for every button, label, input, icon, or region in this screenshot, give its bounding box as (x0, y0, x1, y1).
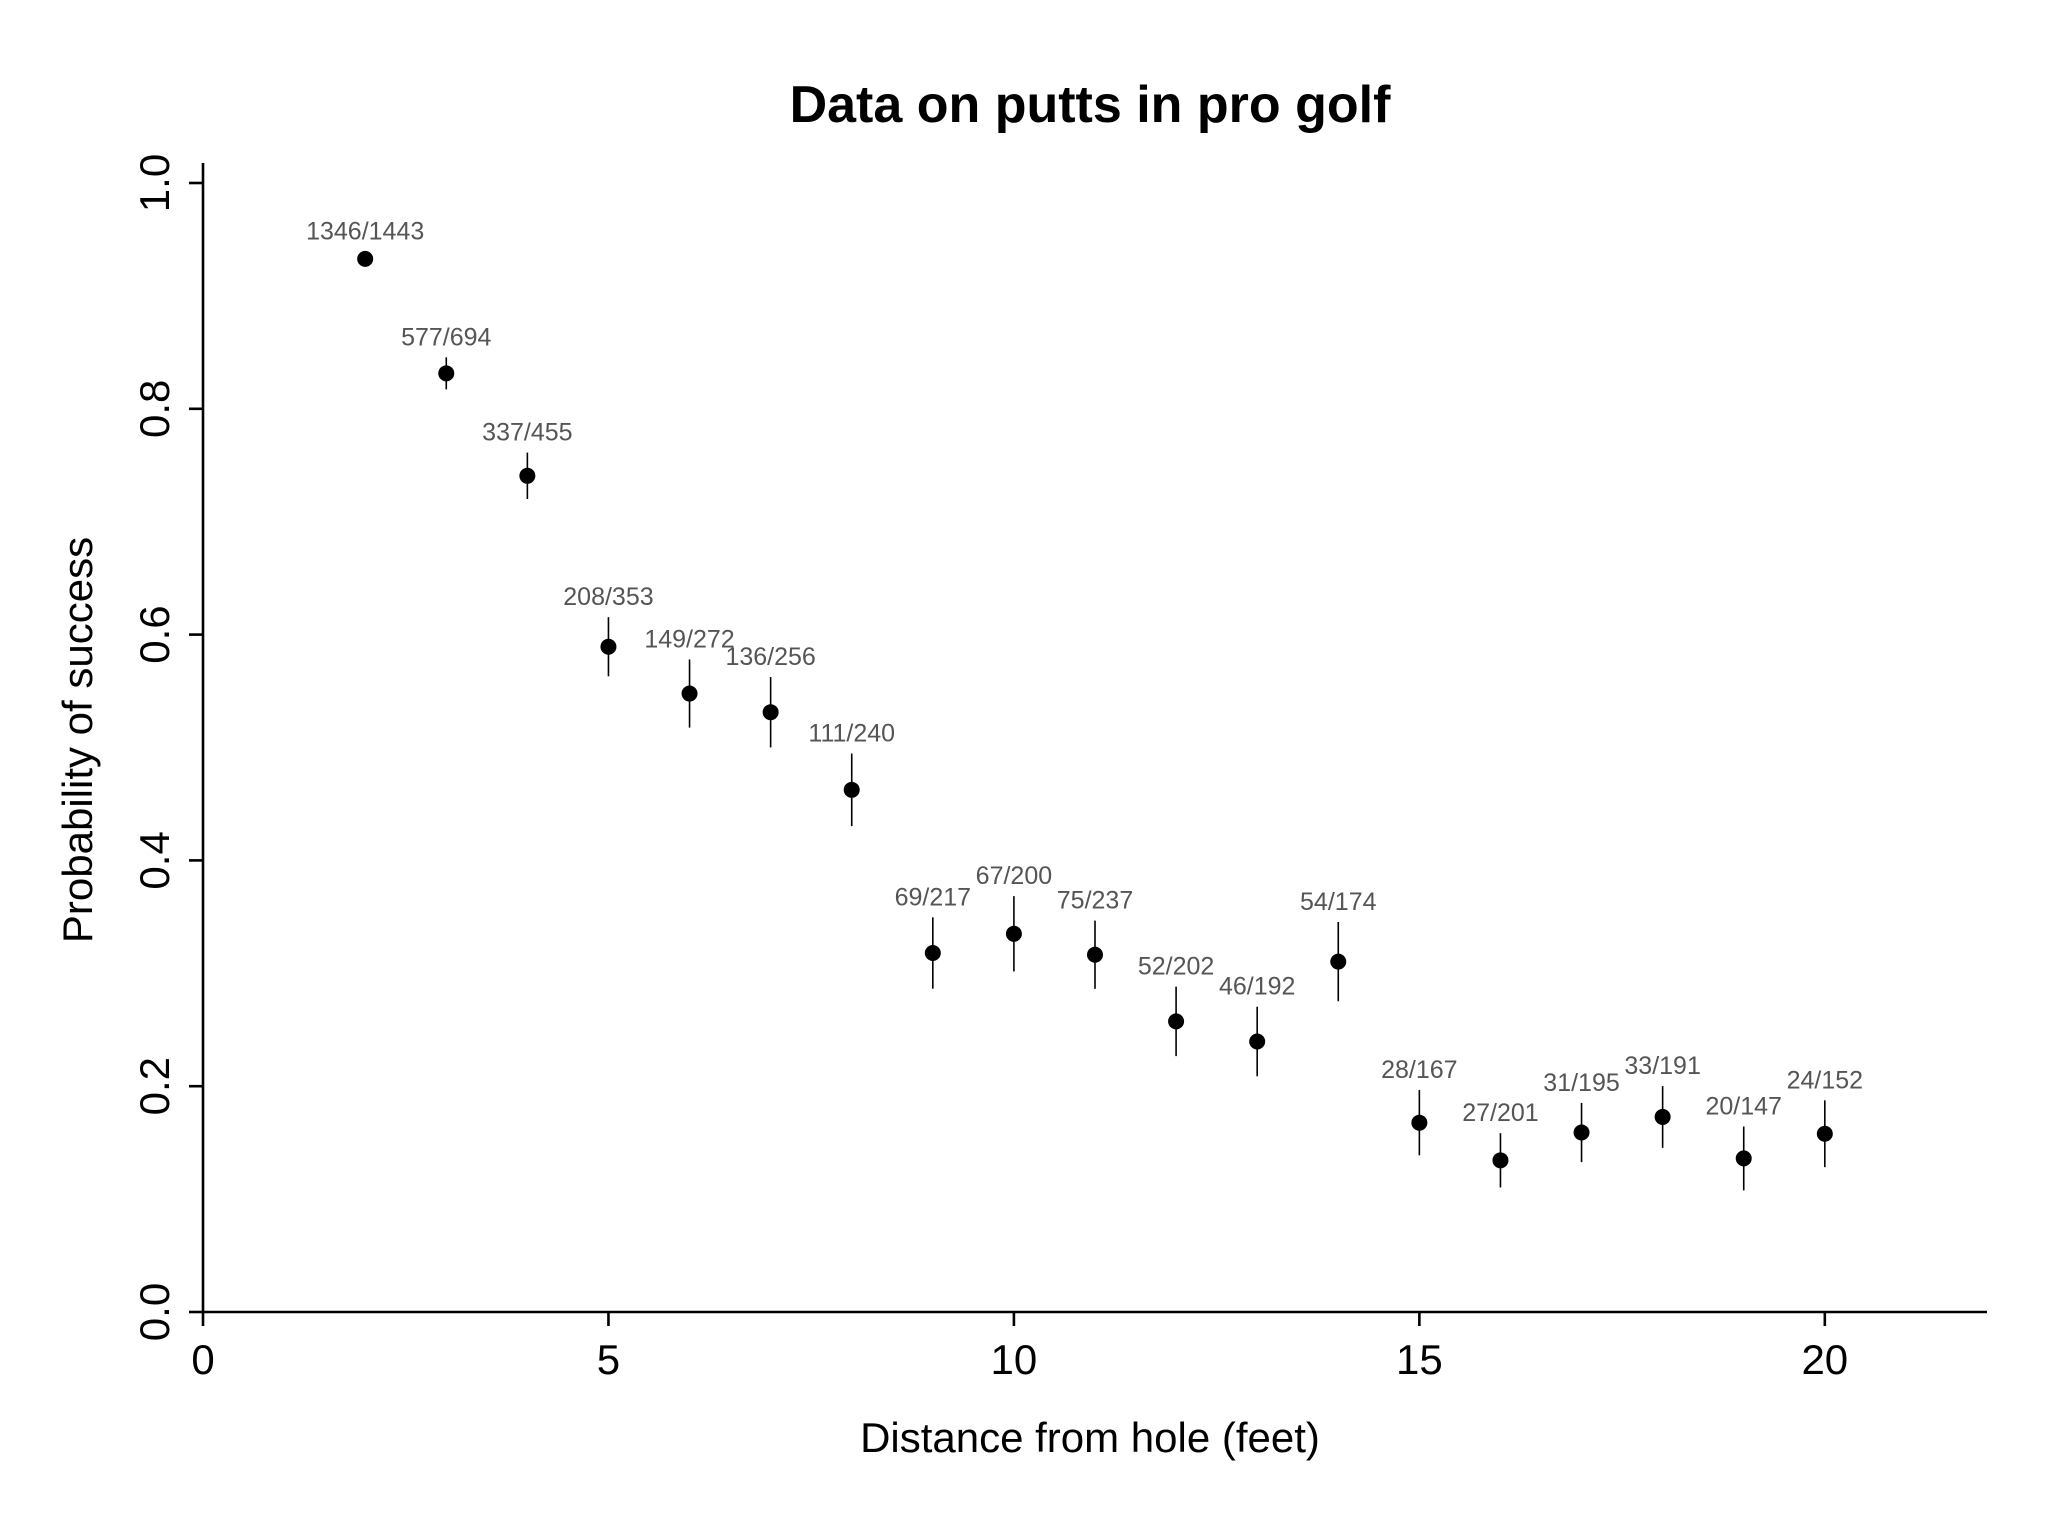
data-point (924, 945, 941, 962)
x-tick-label: 5 (597, 1336, 620, 1383)
chart-title: Data on putts in pro golf (790, 76, 1392, 134)
x-tick-label: 10 (991, 1336, 1038, 1383)
data-label: 111/240 (808, 720, 895, 748)
axes: 0 5 10 15 20 0.0 0.2 0.4 0.6 0.8 1.0 (131, 154, 1987, 1383)
data-point (1573, 1124, 1590, 1141)
data-point (681, 685, 698, 702)
y-tick-label: 0.2 (131, 1057, 178, 1115)
data-label: 27/201 (1462, 1099, 1538, 1127)
data-point (1816, 1125, 1833, 1142)
data-label: 54/174 (1300, 888, 1377, 916)
y-tick-label: 0.0 (131, 1283, 178, 1341)
data-label: 28/167 (1381, 1056, 1457, 1084)
y-tick-label: 0.8 (131, 380, 178, 438)
y-tick-label: 0.4 (131, 831, 178, 889)
x-tick-label: 20 (1801, 1336, 1848, 1383)
data-point (843, 781, 860, 798)
data-label: 31/195 (1543, 1069, 1619, 1097)
data-point (519, 467, 536, 484)
data-label: 46/192 (1219, 973, 1295, 1001)
data-point (1735, 1150, 1752, 1167)
x-tick-label: 15 (1396, 1336, 1443, 1383)
data-point (1411, 1114, 1428, 1131)
data-point (1087, 946, 1103, 963)
y-axis-label: Probability of success (54, 537, 101, 943)
data-label: 577/694 (401, 323, 491, 351)
data-point (438, 365, 455, 382)
data-label: 337/455 (482, 419, 572, 447)
data-points: 1346/1443 577/694 337/455 208/353 149/272136… (306, 217, 1863, 1191)
y-tick-label: 0.6 (131, 605, 178, 663)
x-tick-label: 0 (191, 1336, 214, 1383)
data-point (1492, 1152, 1509, 1169)
data-point (600, 638, 617, 655)
data-label: 136/256 (725, 643, 815, 671)
data-point (1005, 925, 1022, 942)
data-point (357, 250, 374, 267)
data-label: 208/353 (563, 583, 653, 611)
y-tick-label: 1.0 (131, 154, 178, 212)
data-label: 67/200 (976, 862, 1052, 890)
data-point (1654, 1108, 1671, 1125)
data-label: 1346/1443 (306, 217, 424, 245)
data-point (1330, 953, 1347, 970)
data-point (1168, 1013, 1185, 1030)
data-label: 24/152 (1787, 1066, 1863, 1094)
data-label: 52/202 (1138, 953, 1214, 981)
data-label: 20/147 (1705, 1092, 1781, 1120)
data-label: 75/237 (1057, 887, 1133, 915)
x-axis-label: Distance from hole (feet) (860, 1414, 1320, 1461)
data-point (1249, 1033, 1266, 1050)
data-label: 149/272 (644, 625, 734, 653)
data-point (762, 704, 779, 721)
data-label: 69/217 (895, 883, 971, 911)
data-label: 33/191 (1624, 1052, 1700, 1080)
